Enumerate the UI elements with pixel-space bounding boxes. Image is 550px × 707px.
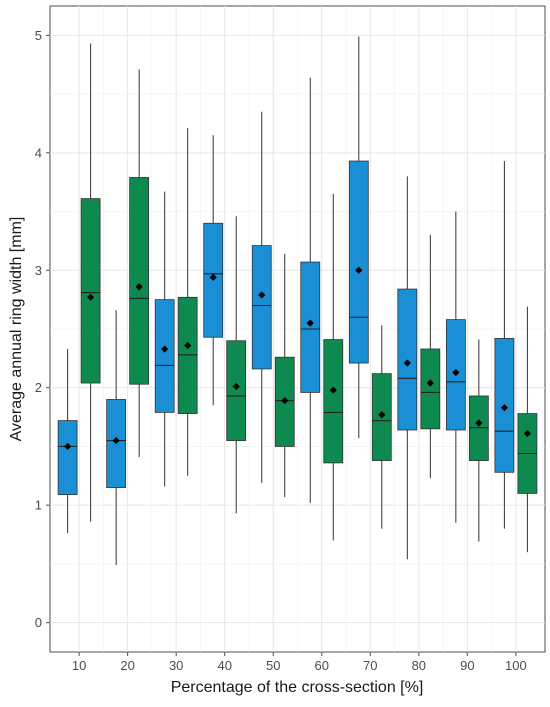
x-tick-label: 20 [120,658,134,673]
box-group [177,128,198,476]
box-group [80,43,101,522]
box [80,198,101,384]
box-group [129,69,150,458]
mean-marker [161,345,169,353]
box-group [251,111,272,483]
mean-marker [475,419,483,427]
box-layer [57,36,538,566]
box-group [371,325,392,529]
x-tick-label: 80 [412,658,426,673]
box [300,261,321,393]
y-tick-label: 2 [35,380,42,395]
box [226,340,247,441]
box-group [445,211,466,523]
x-axis-title: Percentage of the cross-section [%] [171,679,424,696]
mean-marker [258,291,266,299]
mean-marker [500,404,508,412]
box [129,177,150,385]
mean-marker [403,359,411,367]
box [420,348,441,430]
box-group [420,235,441,479]
box [177,296,198,414]
box [154,299,175,413]
box-group [348,36,369,439]
box [323,339,344,464]
x-tick-label: 100 [505,658,527,673]
y-tick-label: 0 [35,615,42,630]
mean-marker [232,382,240,391]
y-axis-title: Average annual ring width [mm] [8,217,25,442]
y-tick-label: 1 [35,498,42,513]
box-group [468,339,489,542]
box [57,420,78,496]
mean-marker [209,273,217,281]
box-group [274,253,295,497]
x-tick-label: 50 [266,658,280,673]
x-tick-label: 70 [363,658,377,673]
grid-layer [50,6,545,652]
mean-marker [523,429,531,438]
mean-marker [306,319,314,327]
x-tick-label: 60 [315,658,329,673]
x-tick-label: 40 [217,658,231,673]
box-group [154,191,175,487]
box-group [300,77,321,503]
mean-marker [87,293,95,301]
y-tick-label: 5 [35,28,42,43]
mean-marker [452,368,460,377]
x-tick-label: 90 [460,658,474,673]
mean-marker [281,397,289,405]
box-group [517,306,538,553]
box-group [106,310,127,566]
box-group [226,216,247,514]
box-group [494,161,515,529]
box-group [203,135,224,406]
box-group [323,193,344,541]
box [251,245,272,370]
box-group [397,176,418,560]
mean-marker [426,379,434,387]
x-tick-label: 30 [169,658,183,673]
mean-marker [64,442,72,451]
mean-marker [355,266,363,274]
mean-marker [135,283,143,291]
box [348,160,369,364]
mean-marker [378,411,386,419]
mean-marker [112,436,120,445]
x-tick-label: 10 [72,658,86,673]
y-tick-label: 4 [35,145,42,160]
mean-marker [329,386,337,394]
box-group [57,348,78,534]
mean-marker [184,341,192,350]
box [468,395,489,461]
tick-layer: 0 1 2 3 4 5 10 20 30 40 50 60 70 80 90 100 [35,28,527,673]
y-tick-label: 3 [35,263,42,278]
